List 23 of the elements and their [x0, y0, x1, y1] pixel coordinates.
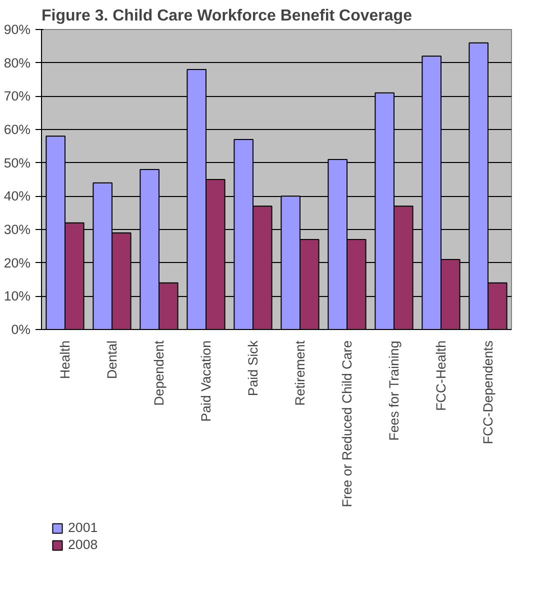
- x-tick-label: FCC-Health: [434, 340, 448, 411]
- x-tick-label: Fees for Training: [386, 340, 402, 441]
- x-tick-label: Dependent: [152, 340, 166, 406]
- x-tick-label: Paid Vacation: [198, 340, 214, 422]
- legend-label: 2008: [68, 537, 98, 552]
- y-tick-label: 20%: [4, 255, 31, 270]
- y-tick-label: 50%: [4, 155, 31, 170]
- x-tick-label: Dental: [104, 340, 120, 380]
- x-tick-label: Retirement: [292, 340, 308, 406]
- x-tick-label: Paid Sick: [246, 340, 260, 396]
- x-tick-label: FCC-Dependents: [480, 340, 496, 444]
- y-tick-label: 60%: [4, 122, 31, 137]
- y-tick-label: 0%: [11, 322, 31, 337]
- x-tick-label: Free or Reduced Child Care: [340, 340, 354, 508]
- y-tick-label: 30%: [4, 222, 31, 237]
- y-tick-label: 70%: [4, 88, 31, 104]
- y-tick-label: 90%: [4, 22, 31, 37]
- chart-title: Figure 3. Child Care Workforce Benefit Coverage: [42, 8, 412, 24]
- y-tick-label: 80%: [4, 55, 31, 70]
- x-tick-label: Health: [58, 340, 72, 380]
- y-tick-label: 40%: [4, 188, 31, 204]
- y-tick-label: 10%: [4, 288, 31, 304]
- legend-label: 2001: [68, 520, 98, 535]
